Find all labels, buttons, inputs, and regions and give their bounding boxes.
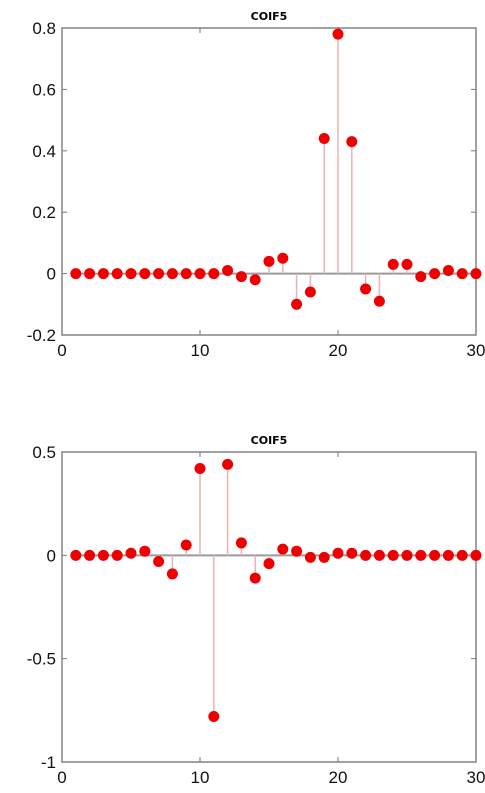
data-point <box>125 268 137 280</box>
data-point <box>180 539 192 551</box>
y-tick-label: 0.5 <box>32 443 56 462</box>
data-point <box>166 568 178 580</box>
axes-frame <box>61 451 477 763</box>
data-point <box>456 268 468 280</box>
data-point <box>442 265 454 277</box>
data-point <box>332 28 344 40</box>
data-point <box>153 556 165 568</box>
data-point <box>70 268 82 280</box>
data-point <box>180 268 192 280</box>
data-point <box>263 255 275 267</box>
data-point <box>415 549 427 561</box>
data-point <box>194 268 206 280</box>
data-point <box>84 268 96 280</box>
data-point <box>401 258 413 270</box>
data-point <box>249 572 261 584</box>
data-point <box>429 549 441 561</box>
data-point <box>208 268 220 280</box>
data-point <box>235 271 247 283</box>
data-point <box>318 551 330 563</box>
data-point <box>304 286 316 298</box>
data-point <box>332 547 344 559</box>
data-point <box>470 549 482 561</box>
data-point <box>373 549 385 561</box>
data-point <box>97 549 109 561</box>
data-point <box>194 463 206 475</box>
data-point <box>415 271 427 283</box>
data-point <box>291 545 303 557</box>
data-point <box>111 268 123 280</box>
y-tick-label: -0.5 <box>27 650 56 669</box>
y-tick-label: 0.2 <box>32 203 56 222</box>
data-point <box>346 136 358 148</box>
data-point <box>429 268 441 280</box>
data-point <box>277 543 289 555</box>
subplot-2: COIF5 0 10 20 30 -1 -0.5 0 0.5 <box>27 434 485 787</box>
data-point <box>263 558 275 570</box>
x-tick-label: 30 <box>467 341 485 360</box>
data-point <box>401 549 413 561</box>
y-tick-label: 0 <box>47 546 56 565</box>
chart-title: COIF5 <box>251 434 288 447</box>
data-point <box>222 265 234 277</box>
data-point <box>166 268 178 280</box>
data-point <box>222 458 234 470</box>
x-tick-label: 20 <box>329 341 348 360</box>
x-tick-label: 30 <box>467 768 485 787</box>
data-point <box>139 545 151 557</box>
y-tick-label: 0.6 <box>32 80 56 99</box>
x-tick-label: 10 <box>191 341 210 360</box>
y-tick-label: 0 <box>47 265 56 284</box>
data-point <box>249 274 261 286</box>
data-point <box>387 549 399 561</box>
data-point <box>456 549 468 561</box>
x-tick-label: 0 <box>57 341 66 360</box>
axes-frame <box>61 27 477 336</box>
data-point <box>360 549 372 561</box>
y-tick-label: -0.2 <box>27 326 56 345</box>
data-point <box>470 268 482 280</box>
data-point <box>291 298 303 310</box>
data-point <box>111 549 123 561</box>
data-point <box>208 711 220 723</box>
data-point <box>346 547 358 559</box>
data-point <box>153 268 165 280</box>
data-point <box>70 549 82 561</box>
x-tick-label: 0 <box>57 768 66 787</box>
y-tick-label: -1 <box>41 753 56 772</box>
data-point <box>304 551 316 563</box>
x-tick-label: 20 <box>329 768 348 787</box>
data-point <box>442 549 454 561</box>
y-tick-label: 0.8 <box>32 19 56 38</box>
chart-title: COIF5 <box>251 10 288 23</box>
data-point <box>318 133 330 145</box>
data-point <box>84 549 96 561</box>
data-point <box>125 547 137 559</box>
data-point <box>139 268 151 280</box>
data-point <box>387 258 399 270</box>
x-tick-label: 10 <box>191 768 210 787</box>
data-point <box>97 268 109 280</box>
data-point <box>360 283 372 295</box>
data-point <box>277 252 289 264</box>
y-tick-label: 0.4 <box>32 142 56 161</box>
data-point <box>235 537 247 549</box>
data-point <box>373 295 385 307</box>
